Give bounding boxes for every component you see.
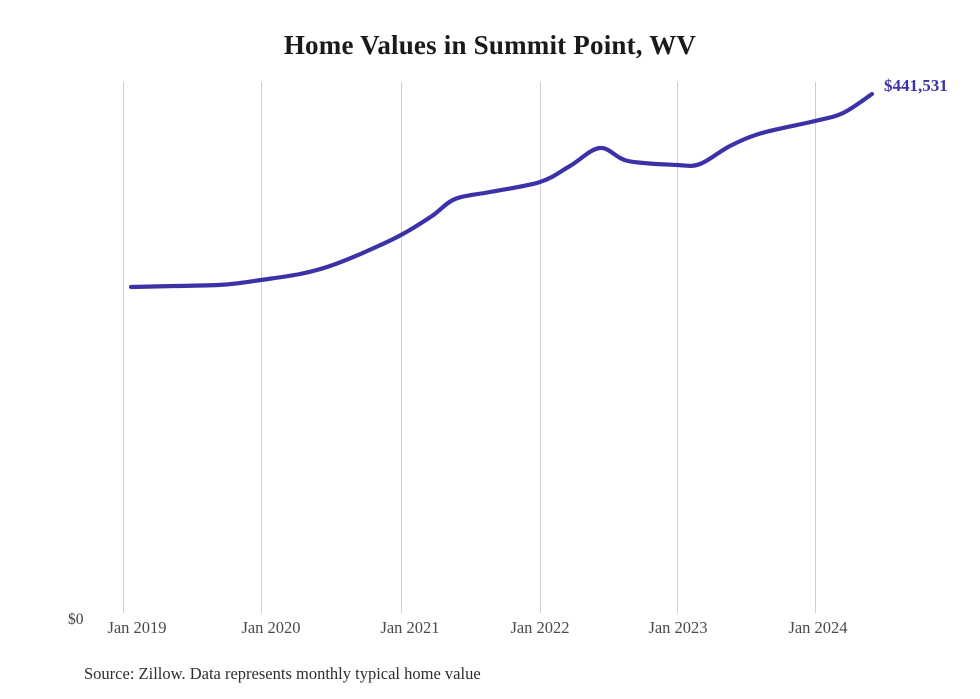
gridline-jan-2019 xyxy=(123,82,124,613)
home-value-line xyxy=(128,91,875,290)
gridline-jan-2020 xyxy=(261,82,262,613)
chart-title: Home Values in Summit Point, WV xyxy=(283,30,697,60)
source-note: Source: Zillow. Data represents monthly … xyxy=(84,664,481,683)
xtick-label-jan-2019: Jan 2019 xyxy=(107,618,167,637)
xtick-label-jan-2024: Jan 2024 xyxy=(788,618,848,637)
gridline-jan-2022 xyxy=(540,82,541,613)
xtick-label-jan-2022: Jan 2022 xyxy=(510,618,570,637)
xtick-label-jan-2021: Jan 2021 xyxy=(380,618,440,637)
gridline-jan-2021 xyxy=(401,82,402,613)
end-value-label: $441,531 xyxy=(884,76,948,95)
gridline-jan-2023 xyxy=(677,82,678,613)
xtick-label-jan-2020: Jan 2020 xyxy=(241,618,301,637)
y-axis-zero-label: $0 xyxy=(68,611,84,628)
gridline-jan-2024 xyxy=(815,82,816,613)
xtick-label-jan-2023: Jan 2023 xyxy=(648,618,708,637)
